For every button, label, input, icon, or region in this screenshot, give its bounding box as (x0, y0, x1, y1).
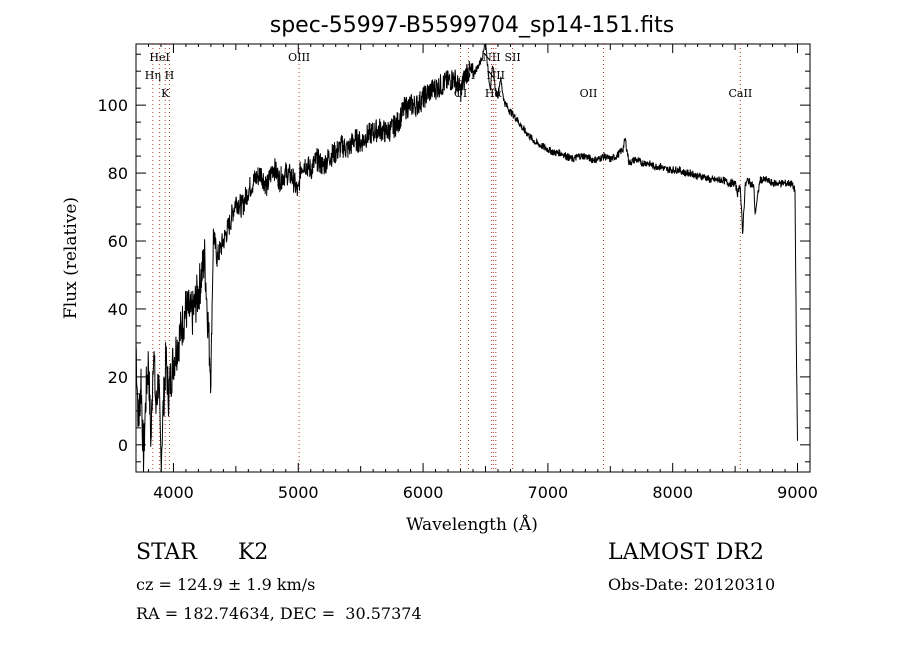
y-axis-label: Flux (relative) (61, 197, 81, 319)
y-tick-label: 100 (97, 96, 128, 115)
line-label: Hη (145, 69, 161, 82)
survey-name: LAMOST DR2 (608, 540, 764, 565)
x-tick-label: 4000 (153, 483, 194, 502)
y-tick-label: 0 (118, 436, 128, 455)
line-label: OIII (288, 51, 310, 64)
x-tick-label: 9000 (777, 483, 818, 502)
line-label: K (161, 87, 170, 100)
x-tick-label: 7000 (528, 483, 569, 502)
line-label: OII (580, 87, 598, 100)
x-tick-label: 5000 (278, 483, 319, 502)
axis-ticks: 4000 5000 6000 7000 8000 9000 0 20 40 60 80 100 (97, 44, 818, 502)
y-tick-label: 20 (108, 368, 128, 387)
line-label: CaII (729, 87, 753, 100)
y-tick-label: 40 (108, 300, 128, 319)
x-tick-label: 8000 (652, 483, 693, 502)
coordinates: RA = 182.74634, DEC = 30.57374 (136, 604, 422, 623)
object-class: STAR (136, 540, 197, 565)
plot-frame (135, 43, 811, 473)
line-label: HeI (149, 51, 169, 64)
spectrum-line (135, 43, 798, 473)
redshift-line: cz = 124.9 ± 1.9 km/s (136, 575, 316, 594)
chart-title: spec-55997-B5599704_sp14-151.fits (270, 13, 675, 38)
y-tick-label: 80 (108, 164, 128, 183)
x-axis-label: Wavelength (Å) (406, 514, 538, 535)
emission-line-markers (152, 44, 741, 472)
line-label: Hα (485, 87, 503, 100)
obs-date: Obs-Date: 20120310 (608, 575, 776, 594)
line-label: H (165, 69, 175, 82)
y-tick-label: 60 (108, 232, 128, 251)
line-label: NII (482, 51, 500, 64)
object-subclass: K2 (238, 540, 269, 565)
line-label: NII (487, 69, 505, 82)
line-label: SII (504, 51, 520, 64)
x-tick-label: 6000 (403, 483, 444, 502)
